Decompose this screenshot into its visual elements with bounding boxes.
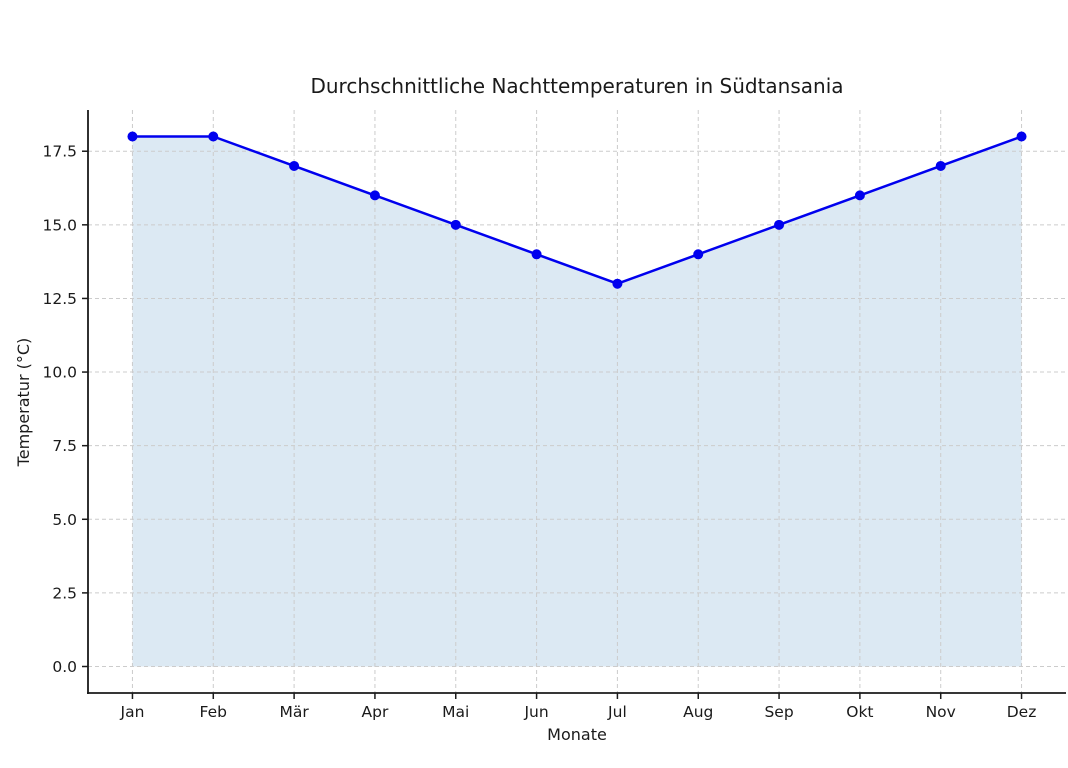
data-point-marker [854, 190, 865, 201]
x-tick-label: Okt [846, 703, 873, 721]
data-point-marker [612, 278, 623, 289]
chart-title: Durchschnittliche Nachttemperaturen in S… [310, 74, 844, 98]
y-tick-label: 7.5 [52, 437, 77, 455]
x-tick-label: Aug [683, 703, 713, 721]
data-point-marker [208, 131, 219, 142]
data-point-marker [531, 249, 542, 260]
x-tick-label: Jul [607, 703, 627, 721]
y-tick-label: 5.0 [52, 511, 77, 529]
data-point-marker [774, 219, 785, 230]
x-tick-label: Dez [1007, 703, 1037, 721]
data-point-marker [450, 219, 461, 230]
x-tick-label: Sep [764, 703, 793, 721]
area-fill [132, 136, 1022, 667]
x-axis-label: Monate [547, 725, 607, 744]
x-tick-label: Mai [442, 703, 469, 721]
y-tick-label: 2.5 [52, 584, 77, 602]
x-tick-label: Nov [926, 703, 956, 721]
y-tick-label: 0.0 [52, 658, 77, 676]
y-tick-label: 10.0 [42, 364, 77, 382]
y-tick-label: 12.5 [42, 290, 77, 308]
y-tick-label: 17.5 [42, 143, 77, 161]
data-point-marker [127, 131, 138, 142]
data-point-marker [369, 190, 380, 201]
y-axis-label: Temperatur (°C) [14, 337, 33, 467]
x-tick-label: Mär [279, 703, 309, 721]
y-tick-label: 15.0 [42, 216, 77, 234]
x-tick-label: Feb [200, 703, 227, 721]
data-point-marker [935, 160, 946, 171]
data-point-marker [693, 249, 704, 260]
x-tick-label: Jun [523, 703, 548, 721]
x-tick-label: Jan [120, 703, 145, 721]
data-point-marker [1016, 131, 1027, 142]
temperature-line [131, 135, 1023, 285]
data-point-marker [289, 160, 300, 171]
x-tick-label: Apr [362, 703, 389, 721]
